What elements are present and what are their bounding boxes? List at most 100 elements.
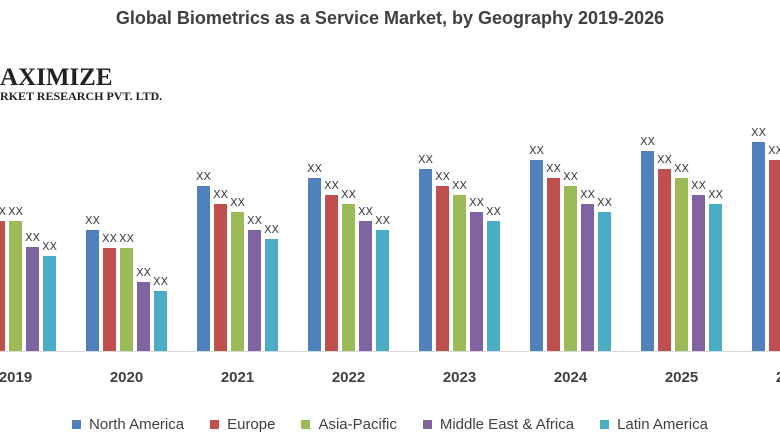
logo-subtitle: RKET RESEARCH PVT. LTD.: [0, 89, 163, 103]
data-label: XX: [691, 179, 707, 192]
bar: [0, 221, 5, 351]
bar: [709, 204, 722, 351]
data-label: XX: [358, 205, 374, 218]
legend-item: Middle East & Africa: [422, 416, 575, 433]
x-tick-label: 2021: [221, 369, 254, 386]
legend-swatch: [210, 420, 220, 429]
data-label: XX: [196, 170, 212, 183]
bar: [641, 151, 654, 351]
data-label: XX: [768, 144, 780, 157]
data-label: XX: [230, 196, 246, 209]
data-label: XX: [8, 205, 24, 218]
data-label: XX: [546, 162, 562, 175]
bar: [197, 186, 210, 351]
data-label: XX: [102, 232, 118, 245]
bar: [419, 169, 432, 351]
legend-item: Europe: [210, 416, 275, 433]
bar: [342, 204, 355, 351]
data-label: XX: [153, 275, 169, 288]
data-label: XX: [486, 205, 502, 218]
x-tick-label: 2020: [110, 369, 143, 386]
legend-swatch: [422, 420, 432, 429]
bar: [581, 204, 594, 351]
logo-name: AXIMIZE: [0, 64, 113, 91]
data-label: XX: [452, 179, 468, 192]
data-label: XX: [42, 240, 58, 253]
data-label: XX: [341, 188, 357, 201]
data-label: XX: [85, 214, 101, 227]
legend-label: Latin America: [617, 416, 708, 433]
bar: [470, 212, 483, 351]
bar: [265, 239, 278, 351]
x-tick-label: 2025: [665, 369, 698, 386]
bar: [769, 160, 780, 351]
bar: [103, 248, 116, 351]
data-label: XX: [324, 179, 340, 192]
bar: [376, 230, 389, 351]
bar: [692, 195, 705, 351]
data-label: XX: [247, 214, 263, 227]
bar: [137, 282, 150, 351]
bar: [675, 178, 688, 351]
bar: [248, 230, 261, 351]
data-label: XX: [375, 214, 391, 227]
x-tick-label: 2019: [0, 369, 32, 386]
legend-swatch: [301, 420, 311, 429]
data-label: XX: [640, 135, 656, 148]
legend-label: North America: [89, 416, 185, 433]
bar: [598, 212, 611, 351]
bar: [325, 195, 338, 351]
legend-item: Asia-Pacific: [301, 416, 397, 433]
bar: [120, 248, 133, 351]
bar: [564, 186, 577, 351]
data-label: XX: [0, 205, 6, 218]
legend-label: Middle East & Africa: [439, 416, 575, 433]
data-label: XX: [213, 188, 229, 201]
data-label: XX: [751, 126, 767, 139]
data-label: XX: [657, 153, 673, 166]
data-label: XX: [469, 196, 485, 209]
legend: North America Europe Asia-Pacific Middle Ea…: [0, 416, 780, 433]
data-label: XX: [529, 144, 545, 157]
data-label: XX: [119, 232, 135, 245]
bar: [154, 291, 167, 351]
bar: [231, 212, 244, 351]
bar: [214, 204, 227, 351]
data-label: XX: [674, 162, 690, 175]
data-label: XX: [597, 196, 613, 209]
legend-item: North America: [72, 416, 184, 433]
bar: [487, 221, 500, 351]
data-label: XX: [435, 170, 451, 183]
x-tick-label: 2023: [443, 369, 476, 386]
data-label: XX: [708, 188, 724, 201]
legend-swatch: [600, 420, 610, 429]
bar: [530, 160, 543, 351]
bar: [658, 169, 671, 351]
legend-item: Latin America: [600, 416, 708, 433]
data-label: XX: [25, 231, 41, 244]
x-tick-label: 2026: [776, 369, 780, 386]
bar: [86, 230, 99, 351]
bar: [752, 142, 765, 351]
legend-swatch: [72, 420, 82, 429]
bar: [308, 178, 321, 351]
legend-label: Europe: [227, 416, 276, 433]
legend-label: Asia-Pacific: [318, 416, 397, 433]
bar: [26, 247, 39, 351]
x-tick-label: 2024: [554, 369, 588, 386]
data-label: XX: [418, 153, 434, 166]
data-label: XX: [136, 266, 152, 279]
bar: [43, 256, 56, 351]
bar: [453, 195, 466, 351]
chart-title: Global Biometrics as a Service Market, b…: [115, 8, 665, 28]
data-label: XX: [264, 223, 280, 236]
data-label: XX: [580, 188, 596, 201]
bar: [9, 221, 22, 351]
bar: [436, 186, 449, 351]
data-label: XX: [563, 170, 579, 183]
bar: [547, 178, 560, 351]
data-label: XX: [307, 162, 323, 175]
bar: [359, 221, 372, 351]
